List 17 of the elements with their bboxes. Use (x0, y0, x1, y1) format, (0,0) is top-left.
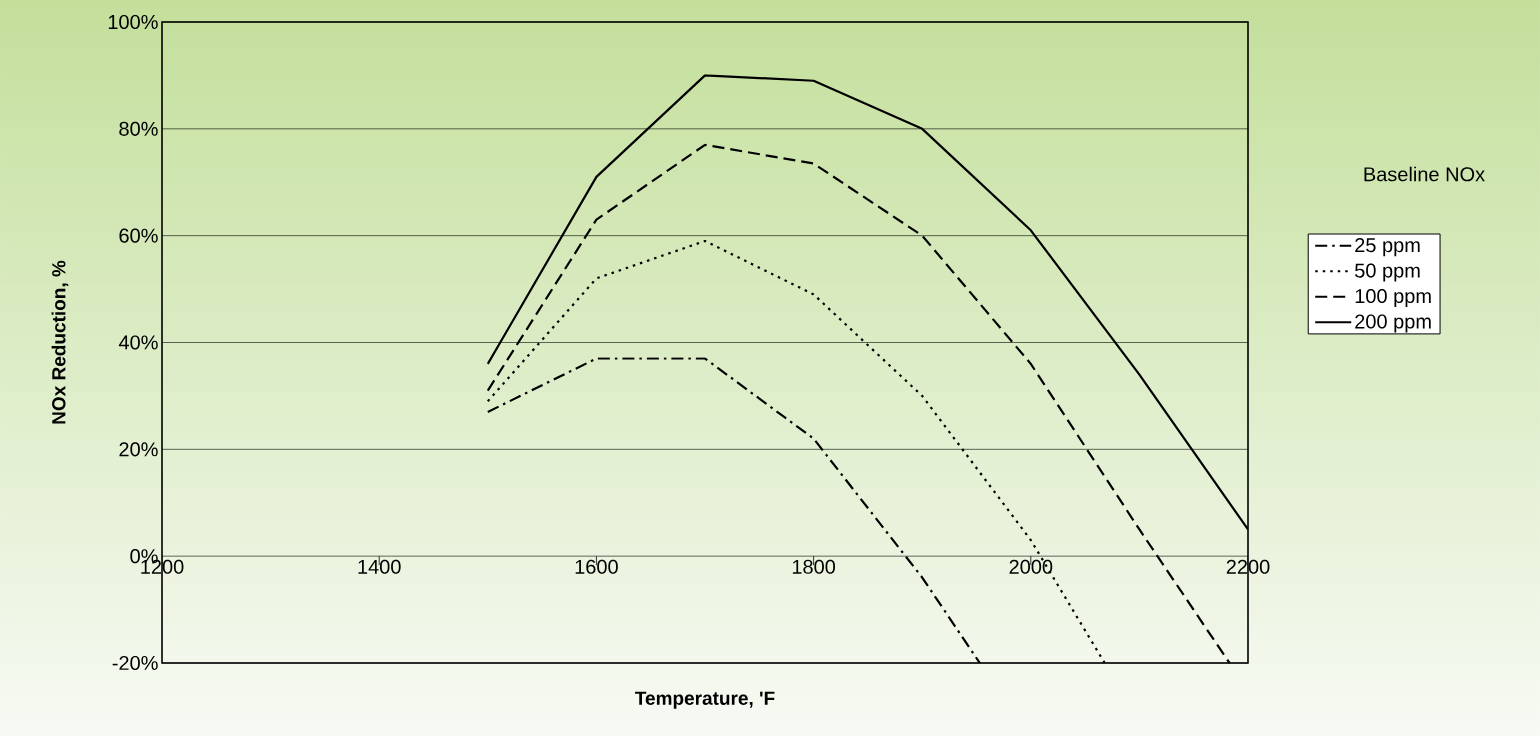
x-tick-label: 1800 (792, 559, 836, 574)
y-tick-label: -20% (112, 655, 158, 671)
x-tick-label: 1600 (575, 559, 618, 574)
legend-label: 50 ppm (1355, 263, 1420, 282)
x-axis-title: Temperature, 'F (635, 691, 775, 709)
legend-label: 25 ppm (1355, 238, 1420, 257)
y-tick-label: 100% (108, 14, 158, 30)
legend-label: 100 ppm (1355, 288, 1431, 308)
y-axis-title: NOx Reduction, % (51, 260, 69, 424)
y-tick-label: 40% (118, 335, 158, 350)
x-tick-label: 1400 (358, 559, 401, 574)
y-tick-label: 20% (119, 442, 158, 457)
legend-label: 200 ppm (1355, 314, 1431, 333)
y-tick-label: 80% (119, 121, 158, 136)
legend-title: Baseline NOx (1364, 166, 1485, 182)
x-tick-label: 2000 (1009, 559, 1053, 574)
y-tick-label: 60% (119, 228, 158, 243)
